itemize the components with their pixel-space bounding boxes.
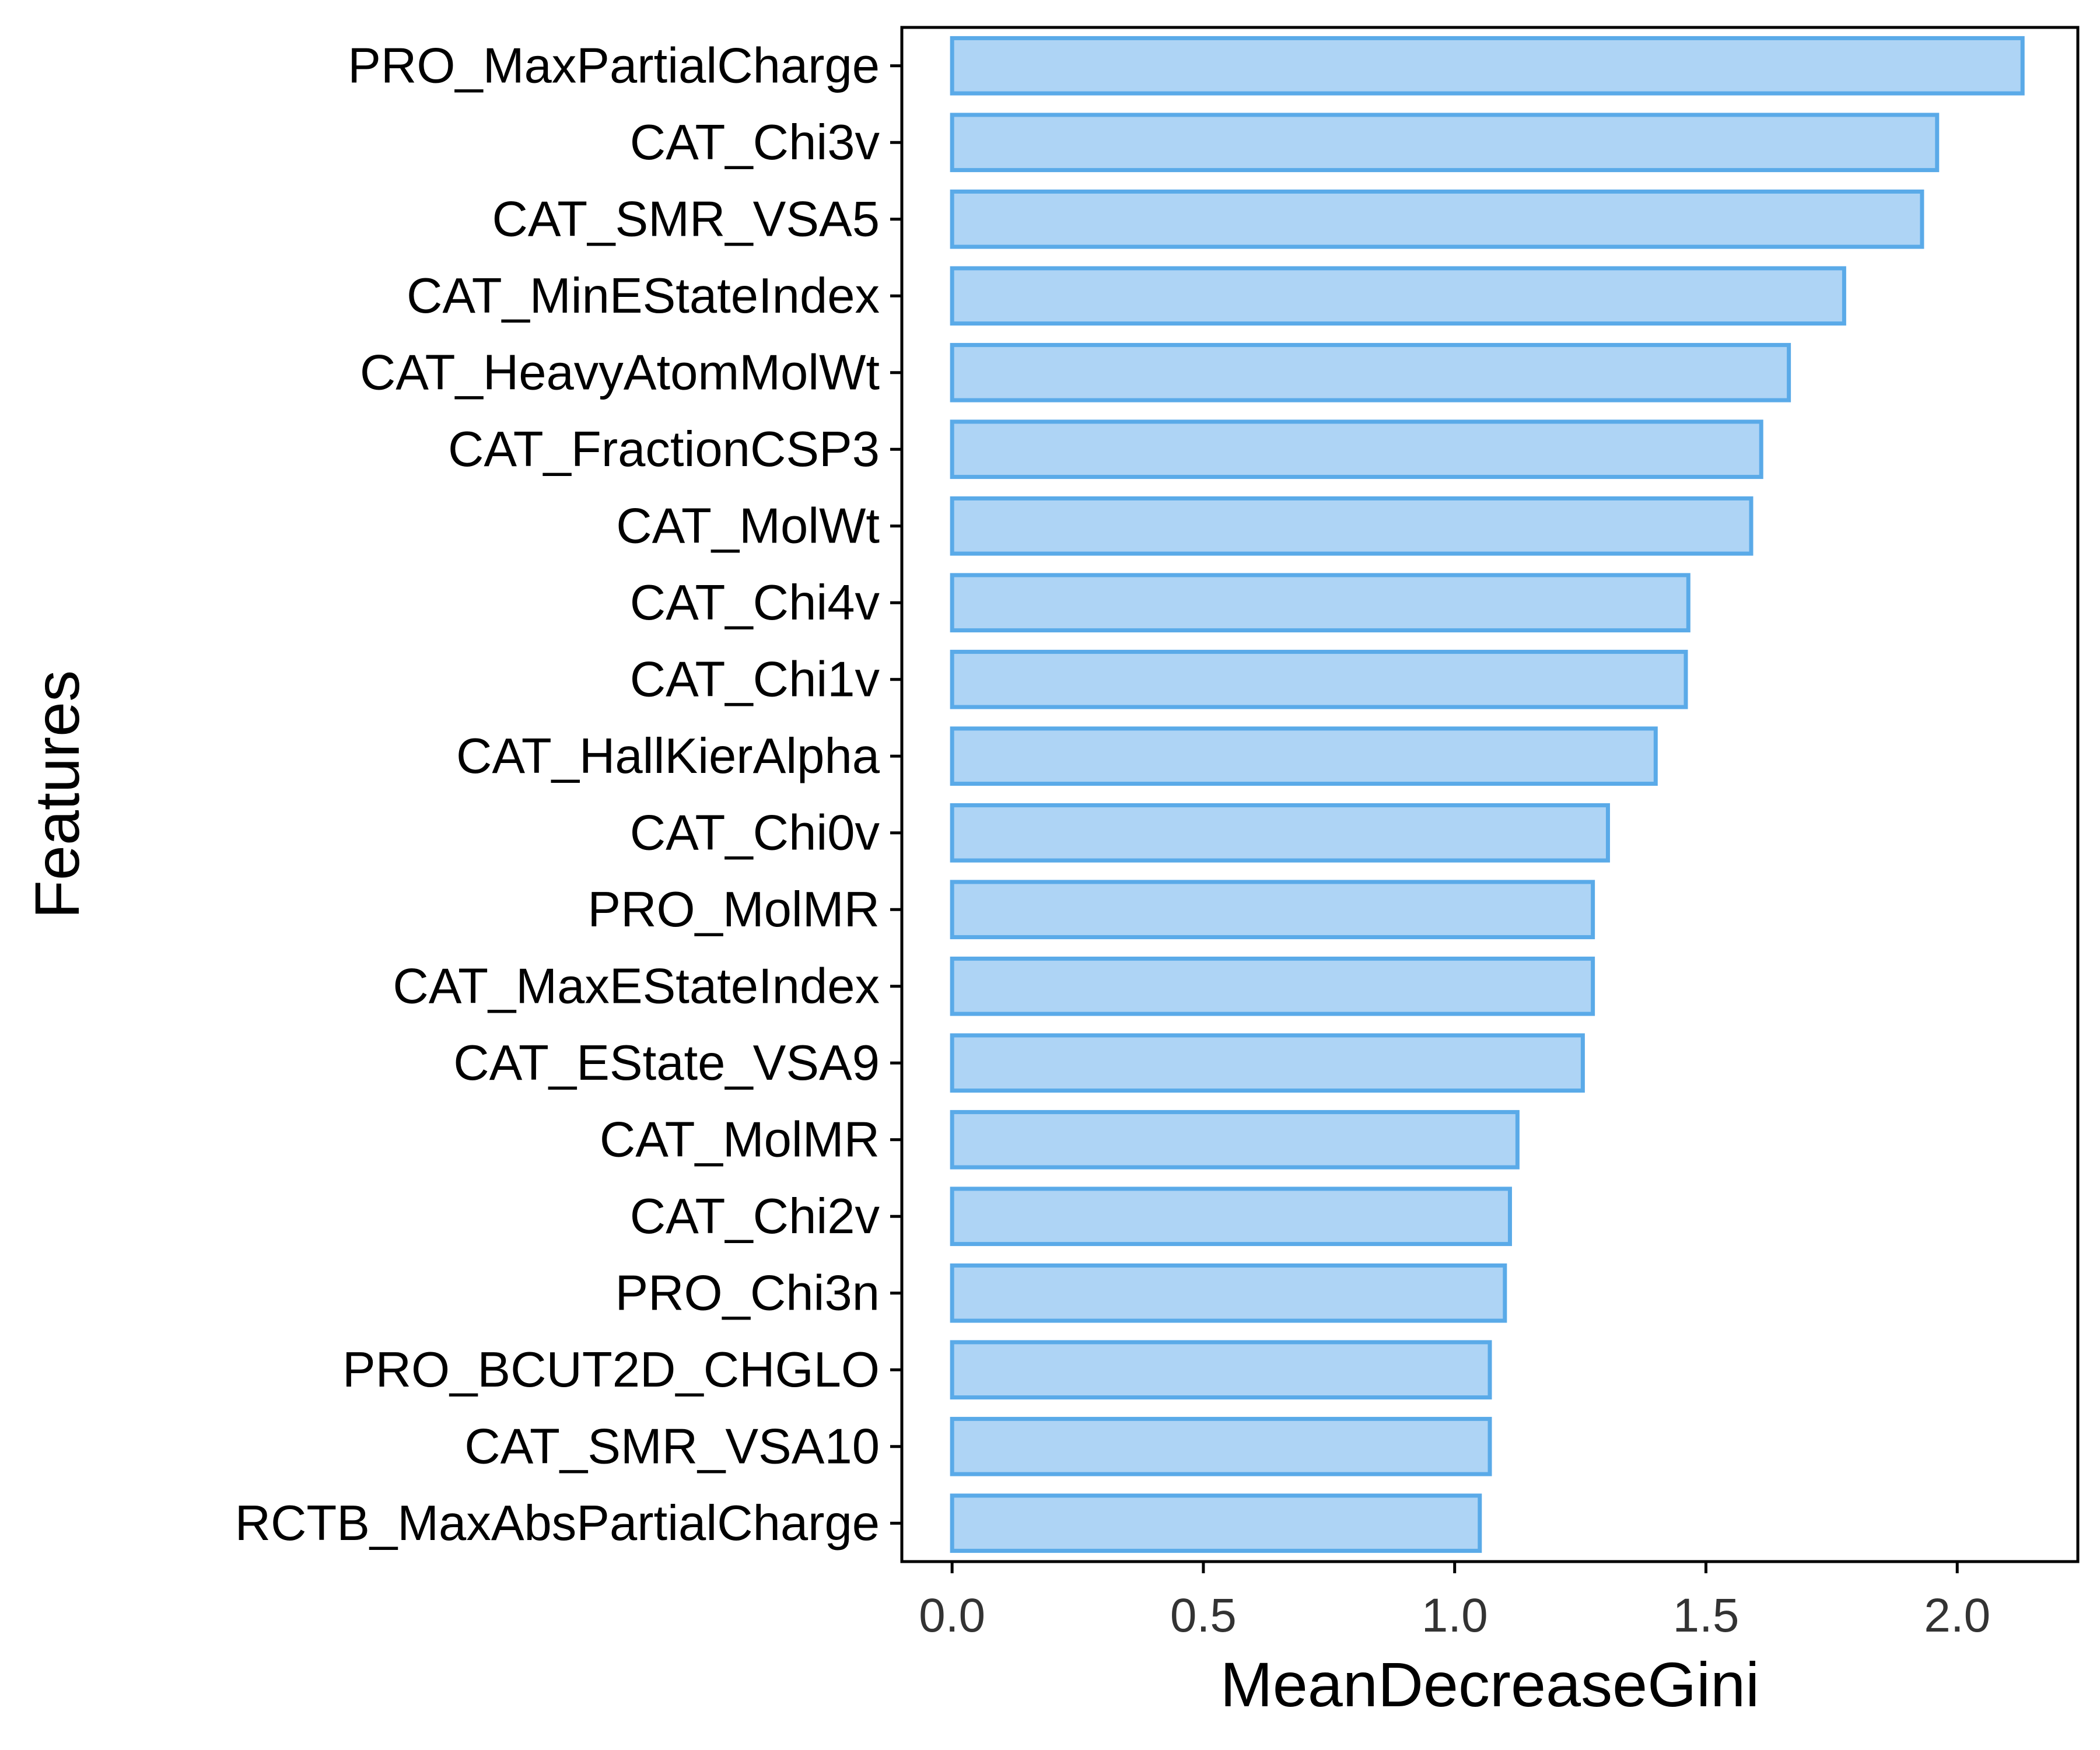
- x-tick-label: 0.0: [919, 1589, 985, 1642]
- bar-CAT_Chi3v: [950, 113, 1940, 173]
- y-tick-label: CAT_Chi4v: [630, 575, 880, 631]
- bar-CAT_Chi1v: [950, 649, 1688, 709]
- bar-CAT_HeavyAtomMolWt: [950, 342, 1791, 402]
- bar-CAT_SMR_VSA5: [950, 189, 1924, 249]
- bars-group: [950, 36, 2025, 1553]
- y-tick-label: CAT_Chi3v: [630, 115, 880, 170]
- y-tick-label: CAT_Chi2v: [630, 1189, 880, 1244]
- y-tick-label: CAT_MolWt: [616, 498, 880, 554]
- bar-PRO_Chi3n: [950, 1263, 1507, 1323]
- bar-CAT_SMR_VSA10: [950, 1416, 1492, 1476]
- x-tick-label: 0.5: [1170, 1589, 1237, 1642]
- y-tick-label: CAT_SMR_VSA5: [492, 191, 880, 247]
- plot-panel-border: [900, 26, 2080, 1563]
- x-tick-label: 1.5: [1672, 1589, 1739, 1642]
- x-tick-label: 1.0: [1422, 1589, 1488, 1642]
- x-tick-label: 2.0: [1924, 1589, 1990, 1642]
- bar-CAT_MinEStateIndex: [950, 266, 1846, 326]
- x-axis: 0.0 0.5 1.0 1.5 2.0: [919, 1562, 1990, 1642]
- y-tick-label: CAT_SMR_VSA10: [464, 1419, 880, 1474]
- y-tick-label: CAT_Chi0v: [630, 805, 880, 860]
- y-axis-title: Features: [22, 670, 92, 919]
- y-tick-label: CAT_HallKierAlpha: [456, 729, 880, 784]
- y-tick-label: CAT_FractionCSP3: [448, 422, 880, 477]
- y-tick-label: CAT_MaxEStateIndex: [393, 958, 880, 1014]
- y-axis: PRO_MaxPartialCharge CAT_Chi3v CAT_SMR_VSA…: [235, 38, 902, 1551]
- x-axis-title: MeanDecreaseGini: [1220, 1649, 1759, 1720]
- bar-CAT_EState_VSA9: [950, 1033, 1585, 1093]
- bar-PRO_MaxPartialCharge: [950, 36, 2025, 96]
- y-tick-label: CAT_MolMR: [600, 1112, 880, 1167]
- bar-CAT_MolMR: [950, 1110, 1520, 1170]
- y-tick-label: CAT_EState_VSA9: [453, 1035, 880, 1091]
- bar-CAT_MolWt: [950, 496, 1754, 556]
- bar-CAT_Chi2v: [950, 1186, 1512, 1247]
- y-tick-label: PRO_Chi3n: [615, 1265, 880, 1321]
- bar-CAT_Chi0v: [950, 803, 1610, 863]
- y-tick-label: CAT_MinEStateIndex: [407, 268, 880, 324]
- y-tick-label: CAT_HeavyAtomMolWt: [360, 345, 880, 400]
- y-tick-label: RCTB_MaxAbsPartialCharge: [235, 1496, 880, 1551]
- bar-PRO_BCUT2D_CHGLO: [950, 1340, 1492, 1400]
- y-tick-label: PRO_BCUT2D_CHGLO: [342, 1342, 880, 1398]
- y-tick-label: PRO_MolMR: [587, 882, 880, 937]
- bar-CAT_MaxEStateIndex: [950, 956, 1595, 1016]
- y-tick-label: CAT_Chi1v: [630, 652, 880, 707]
- bar-CAT_FractionCSP3: [950, 419, 1763, 480]
- bar-RCTB_MaxAbsPartialCharge: [950, 1493, 1482, 1553]
- bar-CAT_HallKierAlpha: [950, 726, 1658, 786]
- y-tick-label: PRO_MaxPartialCharge: [348, 38, 880, 93]
- bar-CAT_Chi4v: [950, 573, 1690, 633]
- bar-PRO_MolMR: [950, 880, 1595, 940]
